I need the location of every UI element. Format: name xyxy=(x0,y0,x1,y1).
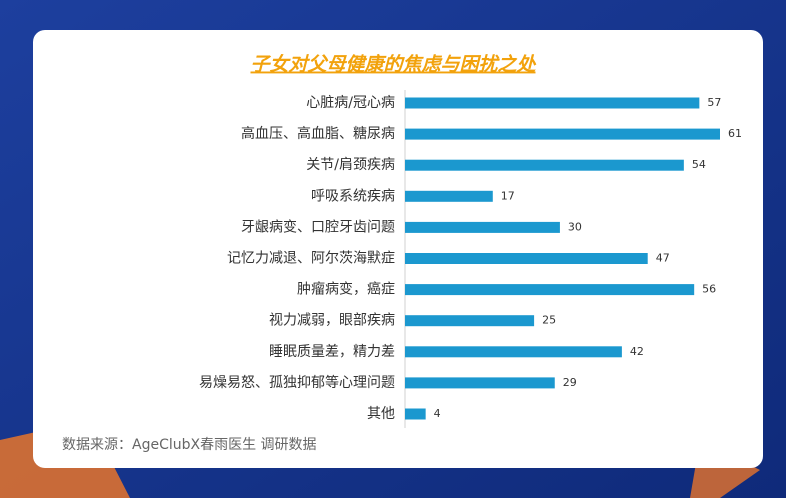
value-label: 57 xyxy=(707,96,721,109)
value-label: 25 xyxy=(542,314,556,327)
source-note: 数据来源：AgeClubX春雨医生 调研数据 xyxy=(62,437,317,453)
category-label: 易燥易怒、孤独抑郁等心理问题 xyxy=(199,374,395,391)
category-label: 肿瘤病变，癌症 xyxy=(297,281,395,298)
chart-title: 子女对父母健康的焦虑与困扰之处 xyxy=(250,54,536,76)
category-label: 视力减弱，眼部疾病 xyxy=(269,313,395,329)
value-label: 54 xyxy=(692,158,706,171)
category-label: 高血压、高血脂、糖尿病 xyxy=(241,125,395,142)
bar xyxy=(405,408,426,420)
category-label: 记忆力减退、阿尔茨海默症 xyxy=(227,251,395,267)
value-label: 29 xyxy=(563,376,577,389)
bar xyxy=(405,346,622,358)
value-label: 17 xyxy=(501,189,515,202)
bar xyxy=(405,128,720,140)
bar xyxy=(405,97,700,109)
category-label: 关节/肩颈疾病 xyxy=(306,157,395,173)
value-label: 47 xyxy=(656,252,670,265)
bar xyxy=(405,253,648,264)
value-label: 42 xyxy=(630,345,644,358)
bar xyxy=(405,221,560,233)
value-label: 4 xyxy=(434,407,441,420)
category-label: 牙龈病变、口腔牙齿问题 xyxy=(241,219,395,235)
bar xyxy=(405,284,695,296)
value-label: 56 xyxy=(702,283,716,296)
bar xyxy=(405,190,493,202)
category-label: 呼吸系统疾病 xyxy=(311,188,395,204)
category-label: 睡眠质量差，精力差 xyxy=(269,344,395,360)
value-label: 61 xyxy=(728,127,742,140)
bar xyxy=(405,159,684,171)
card xyxy=(33,30,763,468)
bar xyxy=(405,377,555,389)
bar xyxy=(405,315,535,327)
category-label: 其他 xyxy=(367,406,395,422)
value-label: 30 xyxy=(568,220,582,233)
category-label: 心脏病/冠心病 xyxy=(306,95,395,111)
